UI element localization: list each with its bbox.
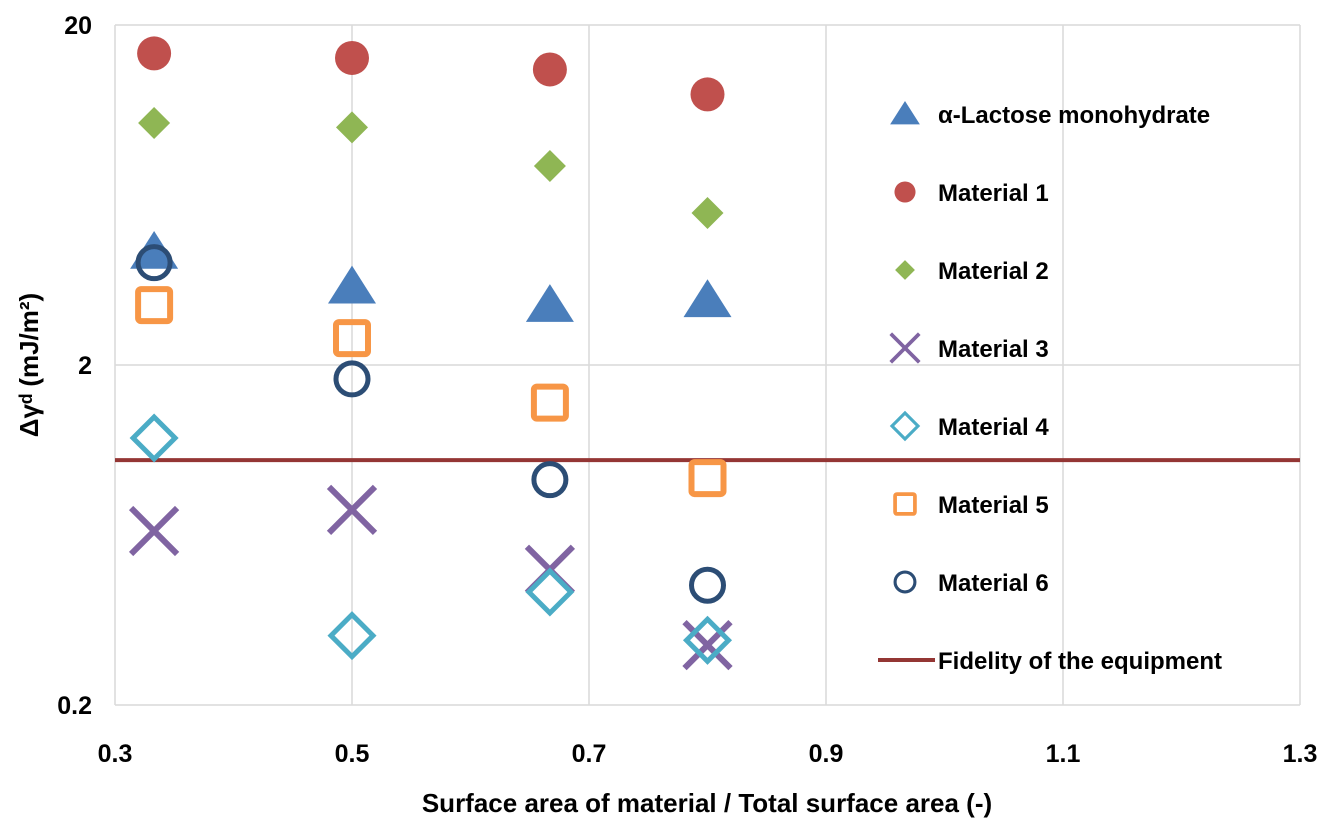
y-tick-labels: 0.2 2 20	[57, 12, 92, 720]
point-series-2-0	[138, 106, 171, 139]
legend-marker-3-stroke-2	[889, 332, 921, 364]
point-series-3-1	[326, 484, 378, 535]
legend-marker-0	[890, 100, 920, 125]
point-series-2-3	[691, 196, 724, 229]
point-series-2-2	[533, 149, 566, 182]
legend: α-Lactose monohydrate Material 1 Material …	[878, 100, 1222, 675]
legend-label-2: Material 2	[938, 258, 1049, 285]
y-axis-title: Δγᵈ (mJ/m²)	[14, 293, 44, 437]
point-series-2-1	[336, 111, 368, 144]
point-series-5-1	[333, 319, 371, 358]
legend-marker-6	[893, 570, 917, 594]
legend-marker-1	[894, 181, 916, 203]
y-tick-label-2: 20	[64, 12, 92, 40]
x-tick-labels: 0.3 0.5 0.7 0.9 1.1 1.3	[98, 740, 1318, 768]
legend-label-reference: Fidelity of the equipment	[938, 648, 1222, 675]
point-series-6-1	[333, 360, 371, 398]
point-series-4-0	[129, 413, 179, 463]
point-series-3-0-stroke-2	[128, 505, 180, 557]
x-tick-label-5: 1.3	[1283, 740, 1318, 768]
legend-label-0: α-Lactose monohydrate	[938, 102, 1210, 129]
point-series-1-3	[690, 77, 725, 112]
point-series-0-2	[525, 284, 574, 322]
point-series-1-1	[335, 40, 369, 75]
legend-marker-5	[893, 492, 917, 516]
x-tick-label-3: 0.9	[809, 740, 844, 768]
x-tick-label-2: 0.7	[572, 740, 607, 768]
point-series-1-0	[137, 36, 172, 71]
point-series-4-2	[525, 567, 575, 617]
point-series-1-2	[532, 52, 567, 87]
x-axis-title: Surface area of material / Total surface…	[422, 788, 992, 818]
legend-marker-2	[895, 260, 915, 280]
point-series-3-3	[682, 620, 733, 671]
x-tick-label-4: 1.1	[1046, 740, 1081, 768]
legend-marker-3	[889, 332, 921, 364]
legend-label-5: Material 5	[938, 492, 1049, 519]
point-series-3-3-stroke-2	[682, 620, 733, 671]
point-series-0-0	[130, 230, 179, 269]
legend-label-3: Material 3	[938, 336, 1049, 363]
point-series-5-0	[135, 286, 174, 325]
point-series-3-0	[128, 505, 180, 557]
y-tick-label-1: 2	[78, 352, 92, 380]
point-series-5-2	[530, 383, 569, 422]
point-series-4-1	[327, 611, 377, 661]
legend-label-6: Material 6	[938, 570, 1049, 597]
point-series-0-3	[683, 279, 732, 318]
point-series-6-0	[135, 244, 173, 282]
point-series-6-2	[531, 461, 569, 499]
legend-label-4: Material 4	[938, 414, 1049, 441]
y-tick-label-0: 0.2	[57, 692, 92, 720]
legend-marker-4	[889, 410, 921, 442]
point-series-5-3	[688, 459, 727, 498]
data-points	[128, 36, 733, 671]
legend-label-1: Material 1	[938, 180, 1049, 207]
point-series-3-1-stroke-2	[326, 484, 378, 535]
x-tick-label-0: 0.3	[98, 740, 133, 768]
x-tick-label-1: 0.5	[335, 740, 370, 768]
point-series-4-3	[682, 615, 733, 665]
point-series-0-1	[328, 265, 376, 304]
point-series-6-3	[689, 566, 726, 604]
